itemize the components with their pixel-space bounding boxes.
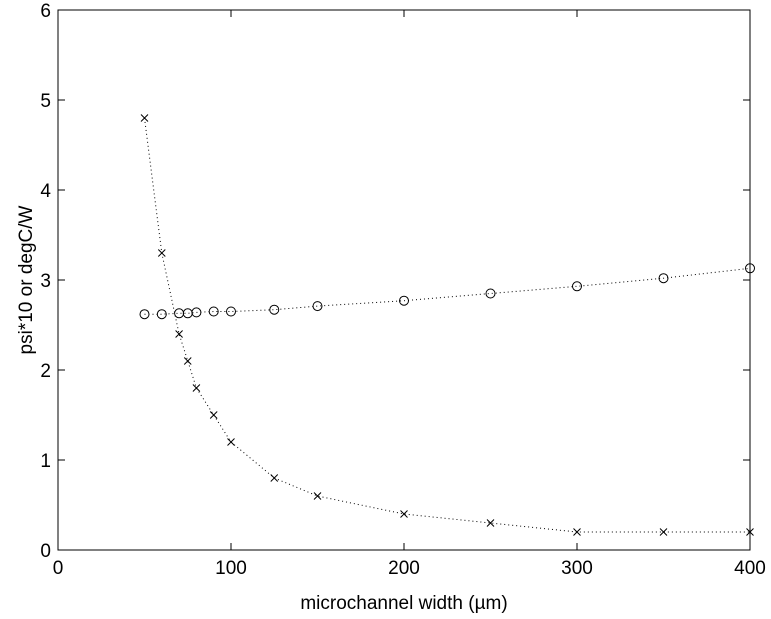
y-tick-label: 1 [40, 451, 51, 472]
data-point-x [209, 411, 218, 419]
data-point-circle [745, 263, 755, 274]
plot-area [57, 9, 751, 551]
x-tick-label: 400 [734, 558, 766, 579]
x-tick-label: 0 [53, 558, 64, 579]
data-point-x [573, 528, 581, 536]
x-tick-label: 200 [388, 558, 420, 579]
y-tick-label: 4 [40, 181, 51, 202]
series-layer [139, 114, 755, 536]
data-point-x [140, 114, 149, 122]
data-point-circle [312, 301, 323, 312]
data-point-x [659, 528, 668, 536]
series-1 [139, 263, 755, 320]
data-point-x [313, 492, 322, 500]
data-point-x [175, 330, 183, 338]
series-line [144, 267, 751, 315]
data-point-x [746, 528, 754, 536]
y-axis-label: psi*10 or degC/W [16, 205, 37, 354]
y-tick-label: 6 [40, 1, 51, 22]
y-tick-label: 3 [40, 271, 51, 292]
data-point-circle [191, 307, 202, 318]
x-tick-label: 300 [561, 558, 593, 579]
data-point-x [486, 519, 495, 527]
data-point-x [400, 510, 408, 518]
data-point-circle [269, 304, 280, 315]
data-point-x [183, 357, 192, 365]
data-point-circle [226, 306, 236, 317]
x-tick-label: 100 [215, 558, 247, 579]
data-point-circle [572, 281, 582, 292]
data-point-x [227, 438, 235, 446]
y-tick-label: 0 [40, 541, 51, 562]
data-point-circle [485, 288, 496, 299]
y-tick-label: 2 [40, 361, 51, 382]
data-point-x [192, 384, 201, 392]
data-point-circle [208, 306, 219, 317]
data-point-circle [156, 309, 167, 320]
y-tick-label: 5 [40, 91, 51, 112]
data-point-x [157, 249, 166, 257]
data-point-x [270, 474, 279, 482]
data-point-circle [399, 295, 409, 306]
data-point-circle [658, 273, 669, 284]
x-axis-label: microchannel width (µm) [300, 593, 507, 614]
series-2 [140, 114, 754, 536]
ticks: 0 100 200 300 400 0 1 2 3 4 5 6 [40, 1, 765, 579]
data-point-circle [139, 309, 150, 320]
